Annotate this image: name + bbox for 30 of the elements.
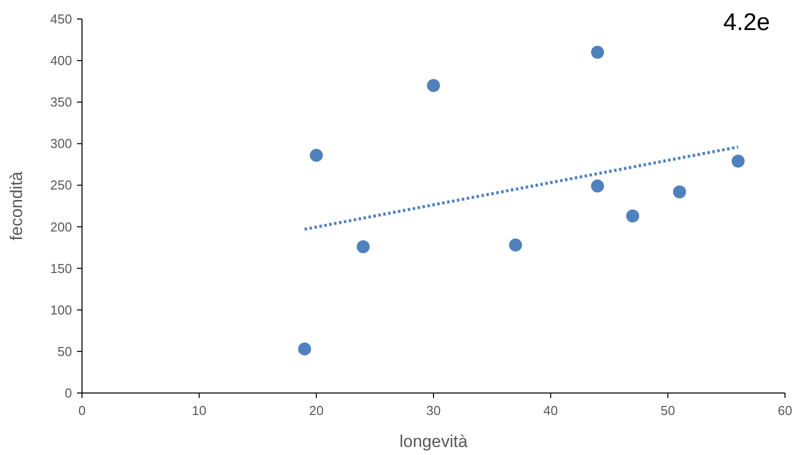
chart-title: 4.2e <box>723 9 770 36</box>
x-tick-label: 50 <box>660 403 676 418</box>
point <box>732 154 745 168</box>
point <box>591 180 604 193</box>
x-tick-label: 60 <box>778 403 792 418</box>
y-tick-label: 150 <box>50 260 72 276</box>
y-tick-label: 450 <box>50 12 72 26</box>
y-tick-label: 300 <box>50 136 72 152</box>
point <box>673 185 686 198</box>
y-tick-label: 100 <box>50 302 72 318</box>
y-tick-label: 350 <box>50 94 72 110</box>
x-tick-label: 10 <box>192 403 206 418</box>
point <box>591 46 604 59</box>
y-tick-label: 50 <box>58 344 72 359</box>
y-tick-label: 250 <box>50 178 72 193</box>
y-axis-title: fecondità <box>7 170 26 240</box>
point <box>427 78 440 92</box>
x-axis-title: longevità <box>399 432 468 451</box>
x-tick-label: 0 <box>78 403 86 418</box>
point <box>509 238 522 252</box>
x-tick-label: 20 <box>309 403 324 418</box>
point <box>626 209 640 222</box>
x-tick-label: 40 <box>543 403 558 418</box>
y-tick-label: 400 <box>50 53 72 68</box>
y-tick-label: 0 <box>64 386 72 400</box>
point <box>298 342 312 356</box>
y-tick-label: 200 <box>50 219 72 234</box>
point <box>356 240 370 254</box>
x-tick-label: 30 <box>426 403 441 418</box>
point <box>310 148 323 162</box>
